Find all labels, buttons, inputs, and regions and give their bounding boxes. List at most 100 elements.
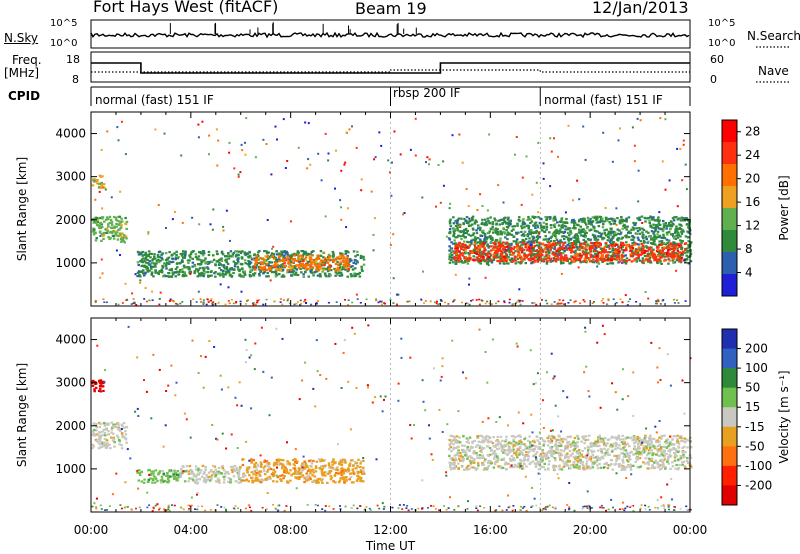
echo-cell <box>610 242 613 245</box>
echo-cell <box>302 264 305 268</box>
echo-cell <box>200 259 203 262</box>
echo-cell <box>338 461 341 464</box>
echo-cell <box>535 224 538 227</box>
echo-cell <box>237 472 241 475</box>
echo-cell <box>484 458 487 461</box>
echo-cell <box>522 248 526 252</box>
echo-cell <box>331 463 334 466</box>
echo-cell <box>587 244 591 247</box>
echo-cell <box>342 476 346 479</box>
echo-cell <box>181 465 184 468</box>
echo-cell <box>359 469 363 472</box>
echo-cell <box>513 225 516 228</box>
echo-cell <box>308 460 311 463</box>
echo-cell <box>157 473 160 476</box>
scatter-cell <box>409 148 412 151</box>
echo-cell <box>280 259 284 262</box>
echo-cell <box>643 249 647 252</box>
echo-cell <box>275 463 279 466</box>
echo-cell <box>550 235 553 238</box>
ground-cell <box>615 302 618 304</box>
echo-cell <box>309 266 313 269</box>
echo-cell <box>219 263 222 266</box>
echo-cell <box>310 462 314 465</box>
echo-cell <box>658 249 661 252</box>
echo-cell <box>144 272 147 275</box>
echo-cell <box>222 275 225 278</box>
echo-cell <box>249 261 253 264</box>
echo-cell <box>536 234 540 237</box>
echo-cell <box>481 241 484 244</box>
echo-cell <box>599 466 603 469</box>
ground-cell <box>300 303 302 305</box>
echo-cell <box>208 274 212 277</box>
echo-cell <box>469 463 472 466</box>
echo-cell <box>592 255 595 258</box>
echo-cell <box>235 250 238 253</box>
echo-cell <box>609 244 612 247</box>
echo-cell <box>117 424 120 427</box>
freq-tick-bottom: 8 <box>72 73 79 86</box>
ground-cell <box>380 300 383 303</box>
echo-cell <box>597 251 601 254</box>
ground-cell <box>170 299 173 302</box>
ground-cell <box>531 302 534 304</box>
echo-cell <box>348 260 352 263</box>
echo-cell <box>187 470 190 473</box>
echo-cell <box>520 225 523 228</box>
echo-cell <box>323 272 327 275</box>
echo-cell <box>574 246 577 249</box>
echo-cell <box>136 271 140 274</box>
echo-cell <box>337 481 341 484</box>
echo-cell <box>606 235 610 238</box>
echo-cell <box>119 428 122 431</box>
echo-cell <box>101 216 104 219</box>
echo-cell <box>631 226 635 229</box>
echo-cell <box>232 260 236 263</box>
echo-cell <box>469 224 472 227</box>
echo-cell <box>287 472 291 475</box>
echo-cell <box>205 474 209 477</box>
echo-cell <box>486 243 489 246</box>
ground-cell <box>295 303 298 305</box>
echo-cell <box>325 267 329 271</box>
echo-cell <box>660 241 664 245</box>
scatter-cell <box>99 276 102 279</box>
echo-cell <box>621 236 624 239</box>
ground-cell <box>508 301 511 304</box>
echo-cell <box>350 274 354 277</box>
echo-cell <box>156 479 159 483</box>
ground-cell <box>408 300 411 303</box>
echo-cell <box>262 271 265 274</box>
echo-cell <box>316 274 320 277</box>
echo-cell <box>496 228 499 231</box>
echo-cell <box>180 254 184 257</box>
echo-cell <box>613 231 617 234</box>
echo-cell <box>348 478 351 481</box>
echo-cell <box>152 258 155 261</box>
echo-cell <box>292 467 295 470</box>
echo-cell <box>668 254 671 257</box>
echo-cell <box>530 230 533 233</box>
echo-cell <box>544 238 548 241</box>
echo-cell <box>460 247 463 250</box>
echo-cell <box>473 243 476 246</box>
echo-cell <box>667 258 670 261</box>
echo-cell <box>615 256 619 259</box>
echo-cell <box>292 463 296 466</box>
echo-cell <box>597 235 600 238</box>
scatter-cell <box>465 188 468 190</box>
echo-cell <box>305 267 308 270</box>
echo-cell <box>623 226 627 229</box>
echo-cell <box>494 256 498 259</box>
echo-cell <box>670 224 673 227</box>
echo-cell <box>153 262 156 265</box>
echo-cell <box>684 242 687 245</box>
echo-cell <box>520 230 523 233</box>
echo-cell <box>92 230 96 233</box>
echo-cell <box>529 257 532 260</box>
echo-cell <box>632 259 635 263</box>
echo-cell <box>144 265 147 268</box>
echo-cell <box>160 256 163 259</box>
echo-cell <box>519 248 522 252</box>
